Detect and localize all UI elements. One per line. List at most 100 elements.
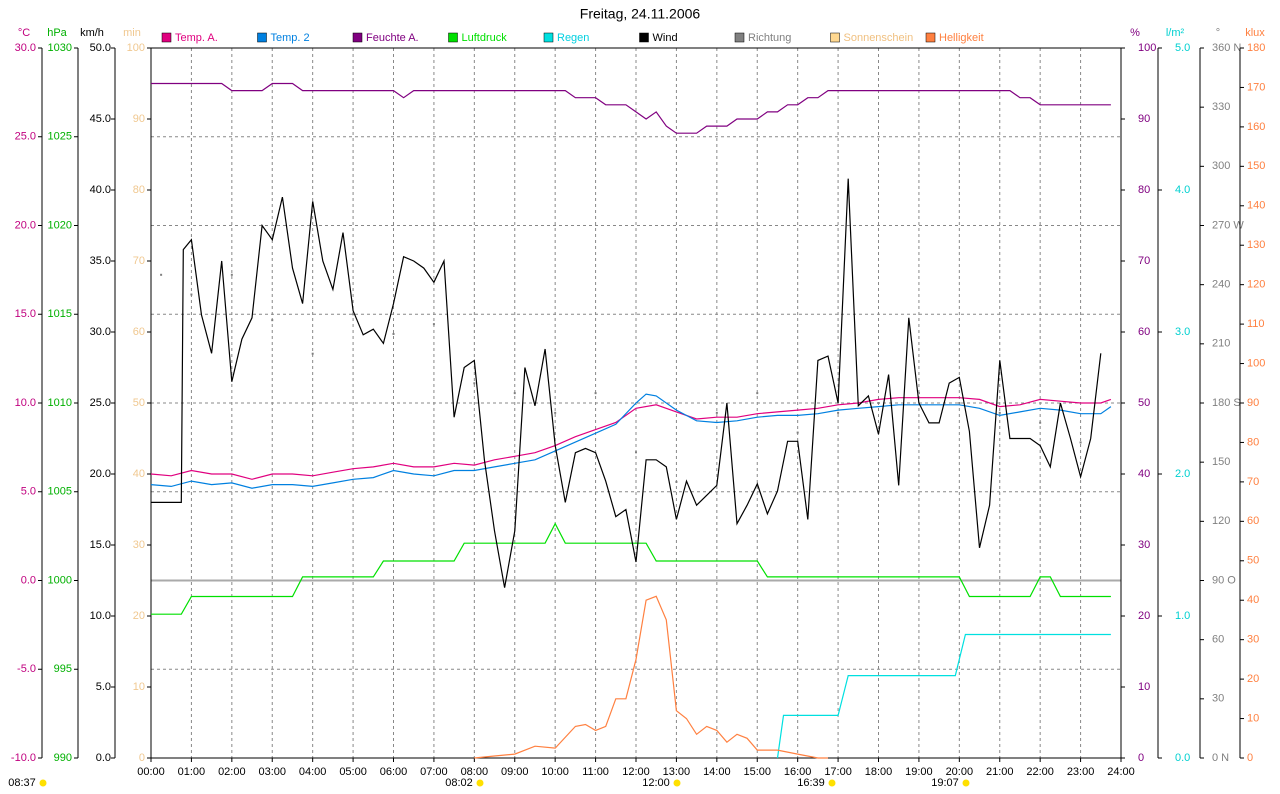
y-tick-label: 10 [1138,681,1150,693]
y-tick-label: 120 [1247,279,1265,291]
y-tick-label: 1025 [48,131,72,143]
y-tick-label: 25.0 [15,131,36,143]
direction-dot [392,332,395,335]
direction-dot [756,392,759,395]
y-tick-label: 1030 [48,42,72,54]
axis-unit: hPa [47,27,67,39]
y-tick-label: 0 [1138,752,1144,764]
direction-dot [998,411,1001,414]
y-tick-label: 40.0 [90,184,111,196]
direction-dot [594,392,597,395]
y-tick-label: 10 [1247,712,1259,724]
annotation: 12:00 [642,777,670,789]
series-line [150,397,1112,480]
direction-dot [796,431,799,434]
x-tick-label: 00:00 [137,766,165,778]
y-tick-label: 50 [1138,397,1150,409]
y-tick-label: 50 [1247,555,1259,567]
annotation-icon [39,779,47,787]
direction-dot [675,480,678,483]
y-tick-label: 80 [1138,184,1150,196]
y-tick-label: 90 [1138,113,1150,125]
y-tick-label: 4.0 [1175,184,1190,196]
direction-dot [311,352,314,355]
y-tick-label: 160 [1247,121,1265,133]
y-tick-label: 30 [1212,693,1224,705]
x-tick-label: 02:00 [218,766,246,778]
direction-dot [513,392,516,395]
x-tick-label: 13:00 [663,766,691,778]
annotation-icon [962,779,970,787]
y-tick-label: 150 [1212,456,1230,468]
annotation: 19:07 [931,777,959,789]
y-tick-label: 100 [1138,42,1156,54]
y-tick-label: 240 [1212,279,1230,291]
y-tick-label: 0.0 [21,574,36,586]
y-tick-label: 80 [1247,436,1259,448]
y-tick-label: 45.0 [90,113,111,125]
y-tick-label: 0 [1247,752,1253,764]
direction-dot [1079,441,1082,444]
legend-swatch [925,32,936,43]
direction-dot [837,411,840,414]
y-tick-label: 60 [1212,634,1224,646]
y-tick-label: 1020 [48,219,72,231]
y-tick-label: 1005 [48,486,72,498]
y-tick-label: 0.0 [96,752,111,764]
y-tick-label: 80 [133,184,145,196]
series-line [151,178,1102,588]
annotation: 08:02 [445,777,473,789]
y-tick-label: 300 [1212,160,1230,172]
legend-swatch [352,32,363,43]
legend-swatch [543,32,554,43]
y-tick-label: 20 [1138,610,1150,622]
legend-label: Luftdruck [462,32,508,44]
y-tick-label: 40 [1247,594,1259,606]
y-tick-label: 0.0 [1175,752,1190,764]
legend-swatch [734,32,745,43]
y-tick-label: 1015 [48,308,72,320]
legend-label: Feuchte A. [366,32,419,44]
direction-dot [715,411,718,414]
y-tick-label: 70 [133,255,145,267]
legend-swatch [448,32,458,43]
y-tick-label: 50.0 [90,42,111,54]
x-tick-label: 20:00 [946,766,974,778]
y-tick-label: 100 [127,42,145,54]
y-tick-label: 180 [1247,42,1265,54]
y-tick-label: 3.0 [1175,326,1190,338]
x-tick-label: 09:00 [501,766,529,778]
legend-swatch [257,32,267,43]
axis-unit: °C [18,27,30,39]
axis-unit: l/m² [1166,27,1185,39]
x-tick-label: 15:00 [743,766,771,778]
y-tick-label: 0 N [1212,752,1229,764]
direction-dot [160,273,163,276]
legend-label: Sonnenschein [844,32,914,44]
legend-label: Temp. A. [175,32,218,44]
y-tick-label: 35.0 [90,255,111,267]
y-tick-label: 90 O [1212,574,1236,586]
y-tick-label: 2.0 [1175,468,1190,480]
y-tick-label: 15.0 [15,308,36,320]
x-tick-label: 14:00 [703,766,731,778]
y-tick-label: 30 [1247,634,1259,646]
y-tick-label: 120 [1212,515,1230,527]
y-tick-label: 30.0 [90,326,111,338]
y-tick-label: 50 [133,397,145,409]
x-tick-label: 16:00 [784,766,812,778]
y-tick-label: 100 [1247,357,1265,369]
y-tick-label: 180 S [1212,397,1241,409]
direction-dot [1039,421,1042,424]
x-tick-label: 18:00 [865,766,893,778]
direction-dot [352,313,355,316]
y-tick-label: 90 [1247,397,1259,409]
y-tick-label: -10.0 [11,752,36,764]
y-tick-label: 360 N [1212,42,1241,54]
x-tick-label: 17:00 [824,766,852,778]
y-tick-label: 995 [54,663,72,675]
y-tick-label: 1010 [48,397,72,409]
x-tick-label: 10:00 [541,766,569,778]
series-line [150,393,1112,489]
x-tick-label: 19:00 [905,766,933,778]
